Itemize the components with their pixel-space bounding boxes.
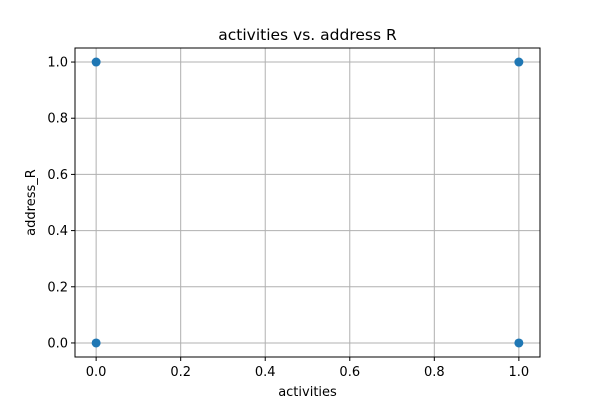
y-tick-label: 0.2 bbox=[47, 280, 68, 295]
y-tick-label: 1.0 bbox=[47, 56, 68, 71]
plot-area bbox=[74, 47, 541, 358]
data-point bbox=[514, 57, 524, 67]
data-point bbox=[91, 338, 101, 348]
x-tick-label: 0.6 bbox=[339, 365, 360, 380]
x-tick-label: 0.2 bbox=[170, 365, 191, 380]
grid bbox=[75, 48, 540, 357]
data-point bbox=[514, 338, 524, 348]
y-tick-label: 0.6 bbox=[47, 168, 68, 183]
x-tick-label: 0.0 bbox=[86, 365, 107, 380]
chart-title: activities vs. address R bbox=[218, 26, 397, 44]
axis-ticks: 0.0 0.2 0.4 0.6 0.8 1.0 0.0 0.2 0.4 0.6 0.8 1.0 bbox=[47, 56, 529, 380]
x-tick-label: 0.8 bbox=[424, 365, 445, 380]
x-tick-label: 0.4 bbox=[255, 365, 276, 380]
data-points bbox=[91, 57, 524, 348]
y-tick-label: 0.8 bbox=[47, 112, 68, 127]
y-tick-label: 0.4 bbox=[47, 224, 68, 239]
x-axis-label: activities bbox=[278, 385, 337, 400]
y-axis-label: address_R bbox=[24, 169, 39, 236]
x-tick-label: 1.0 bbox=[509, 365, 530, 380]
y-tick-label: 0.0 bbox=[47, 336, 68, 351]
data-point bbox=[91, 57, 101, 67]
